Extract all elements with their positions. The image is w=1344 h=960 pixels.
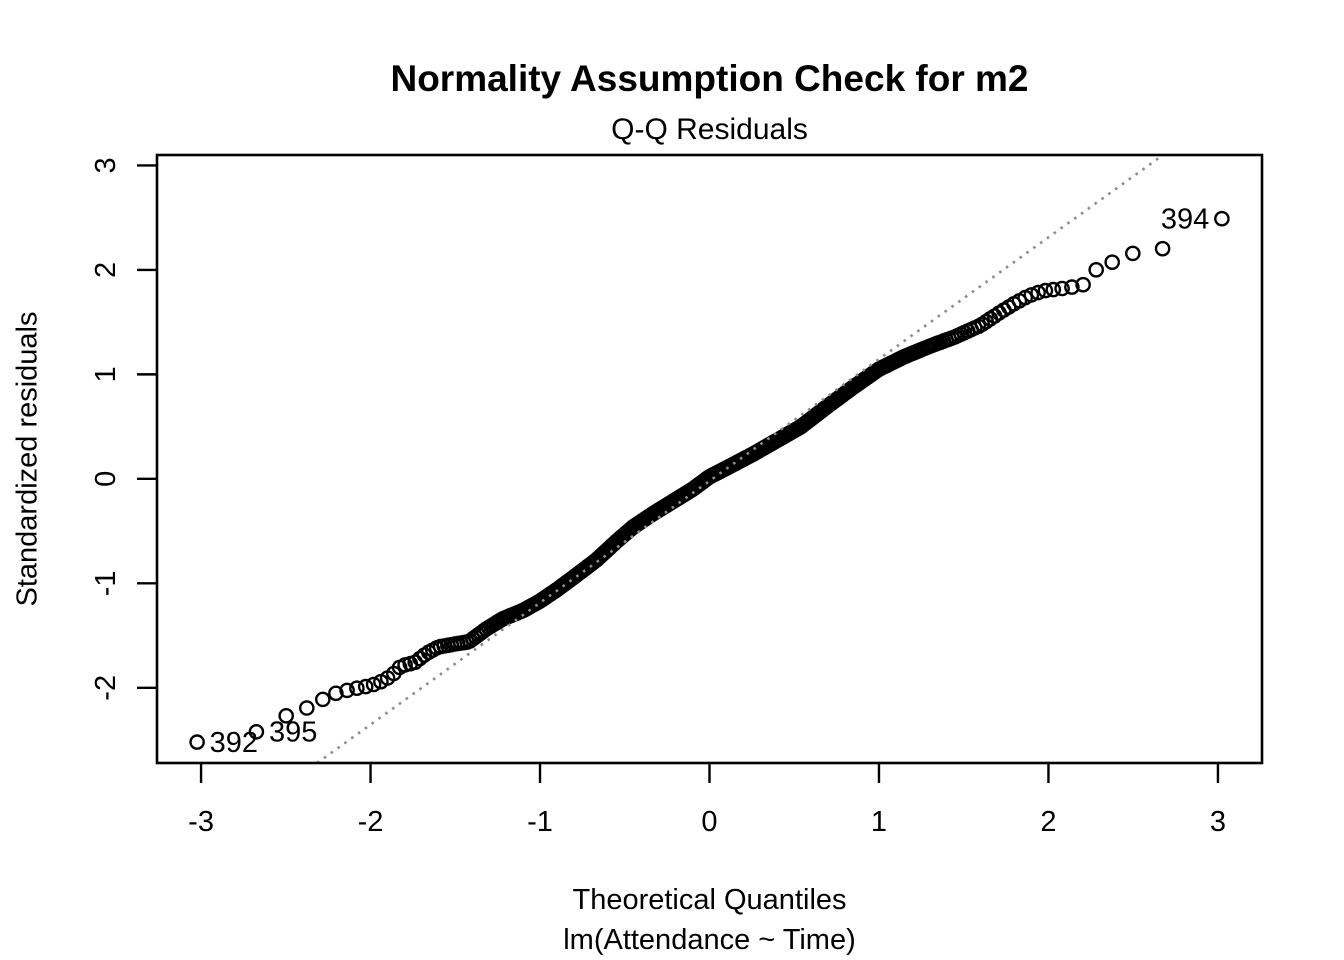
svg-text:1: 1 [90, 366, 122, 382]
svg-text:-2: -2 [90, 675, 122, 701]
svg-text:-1: -1 [90, 570, 122, 596]
x-axis-ticks: -3 -2 -1 0 1 2 3 [188, 763, 1226, 838]
svg-text:-2: -2 [358, 806, 384, 838]
chart-subtitle: Q-Q Residuals [611, 113, 808, 146]
outlier-label-395: 395 [269, 717, 317, 749]
svg-text:-1: -1 [527, 806, 553, 838]
plot-border-box [155, 153, 1264, 765]
svg-text:0: 0 [90, 471, 122, 487]
svg-text:1: 1 [871, 806, 887, 838]
outlier-label-392: 392 [210, 727, 258, 759]
y-axis-ticks: -2 -1 0 1 2 3 [90, 157, 157, 701]
svg-text:3: 3 [90, 157, 122, 173]
svg-text:2: 2 [90, 262, 122, 278]
svg-text:3: 3 [1210, 806, 1226, 838]
outlier-point-labels: 392 395 394 [210, 204, 1210, 759]
svg-text:-3: -3 [188, 806, 214, 838]
svg-text:0: 0 [701, 806, 717, 838]
qq-reference-line [316, 153, 1164, 765]
outlier-label-394: 394 [1161, 204, 1209, 236]
chart-title: Normality Assumption Check for m2 [390, 58, 1029, 99]
x-axis-title: Theoretical Quantiles [572, 884, 847, 916]
scatter-points [189, 210, 1230, 750]
x-axis-model-formula: lm(Attendance ~ Time) [563, 924, 856, 956]
svg-text:2: 2 [1040, 806, 1056, 838]
